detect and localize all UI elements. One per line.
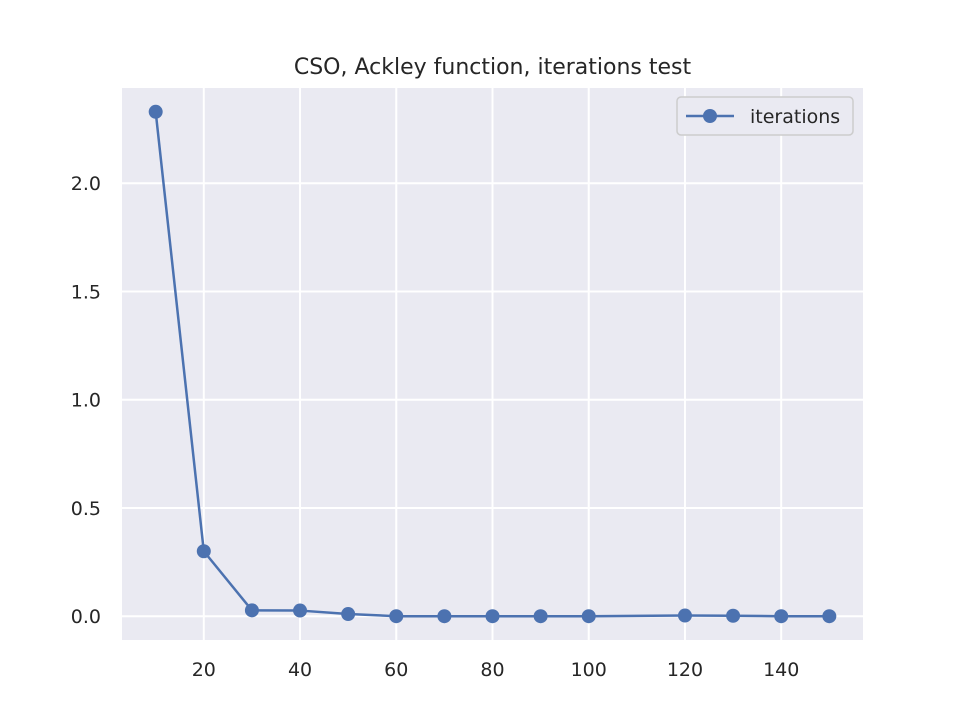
x-tick-label: 80 — [480, 659, 504, 681]
data-point — [293, 603, 308, 618]
data-point — [389, 609, 404, 624]
y-tick-label: 0.0 — [71, 606, 101, 628]
chart-title: CSO, Ackley function, iterations test — [294, 55, 692, 80]
data-point — [485, 609, 500, 624]
data-point — [774, 609, 789, 624]
data-point — [822, 609, 837, 624]
x-tick-label: 120 — [667, 659, 703, 681]
x-tick-label: 140 — [763, 659, 799, 681]
data-point — [437, 609, 452, 624]
data-point — [677, 608, 692, 623]
legend: iterations — [676, 96, 854, 136]
tick-labels: 20 40 60 80 100 120 140 0.0 0.5 1.0 1.5 2.0 — [71, 173, 800, 681]
x-tick-label: 60 — [384, 659, 408, 681]
data-point — [726, 608, 741, 623]
data-point — [244, 603, 259, 618]
y-tick-label: 1.0 — [71, 390, 101, 412]
legend-marker-icon — [703, 109, 717, 123]
series-layer — [148, 104, 837, 624]
x-tick-label: 40 — [288, 659, 312, 681]
data-point — [533, 609, 548, 624]
data-point — [341, 607, 356, 622]
legend-box — [676, 96, 854, 136]
series-line — [154, 111, 830, 618]
x-tick-label: 20 — [192, 659, 216, 681]
data-point — [581, 609, 596, 624]
y-tick-label: 2.0 — [71, 173, 101, 195]
legend-label: iterations — [750, 106, 840, 128]
y-tick-label: 1.5 — [71, 281, 101, 303]
grid-lines — [122, 88, 863, 640]
x-tick-label: 100 — [571, 659, 607, 681]
data-point — [196, 544, 211, 559]
data-point — [148, 104, 163, 119]
y-tick-label: 0.5 — [71, 498, 101, 520]
